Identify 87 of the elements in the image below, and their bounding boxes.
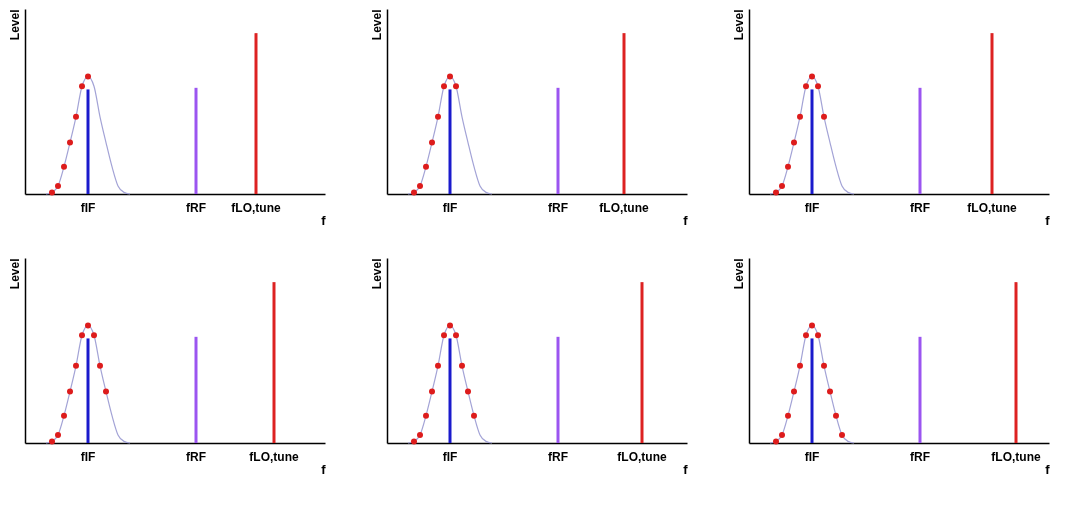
point <box>785 412 791 419</box>
point <box>809 73 815 80</box>
x-tick-label: fLO,tune <box>967 200 1017 215</box>
x-tick-label: fIF <box>80 200 96 215</box>
point <box>779 431 785 438</box>
point <box>773 438 779 445</box>
x-tick-label: fLO,tune <box>249 449 299 464</box>
x-axis-title: f <box>321 461 327 477</box>
point <box>49 438 55 445</box>
point <box>55 431 61 438</box>
y-axis-title: Level <box>369 258 384 290</box>
point <box>453 332 459 339</box>
point <box>803 83 809 90</box>
point <box>833 412 839 419</box>
point <box>435 113 441 120</box>
x-axis-title: f <box>321 212 327 228</box>
point <box>417 182 423 189</box>
y-axis-title: Level <box>731 9 746 41</box>
y-axis-title: Level <box>7 258 22 290</box>
x-tick-label: fIF <box>442 449 458 464</box>
x-tick-label: fIF <box>80 449 96 464</box>
x-tick-label: fIF <box>442 200 458 215</box>
point <box>91 332 97 339</box>
x-tick-label: fRF <box>548 200 568 215</box>
point <box>429 139 435 146</box>
point <box>73 362 79 369</box>
x-axis-title: f <box>683 461 689 477</box>
point <box>85 73 91 80</box>
y-axis-title: Level <box>7 9 22 41</box>
x-tick-label: fIF <box>804 449 820 464</box>
point <box>55 182 61 189</box>
x-tick-label: fLO,tune <box>991 449 1041 464</box>
point <box>797 362 803 369</box>
y-axis-title: Level <box>731 258 746 290</box>
x-tick-label: fLO,tune <box>231 200 281 215</box>
point <box>797 113 803 120</box>
point <box>779 182 785 189</box>
point <box>61 163 67 170</box>
x-axis-title: f <box>1045 461 1051 477</box>
point <box>827 388 833 395</box>
point <box>67 388 73 395</box>
point <box>411 438 417 445</box>
point <box>459 362 465 369</box>
point <box>103 388 109 395</box>
point <box>447 73 453 80</box>
point <box>785 163 791 170</box>
point <box>61 412 67 419</box>
x-axis-title: f <box>683 212 689 228</box>
point <box>79 83 85 90</box>
point <box>441 332 447 339</box>
x-tick-label: fRF <box>910 200 930 215</box>
point <box>815 83 821 90</box>
point <box>423 163 429 170</box>
point <box>441 83 447 90</box>
point <box>839 431 845 438</box>
x-axis-title: f <box>1045 212 1051 228</box>
point <box>423 412 429 419</box>
point <box>417 431 423 438</box>
x-tick-label: fRF <box>910 449 930 464</box>
point <box>821 362 827 369</box>
point <box>791 139 797 146</box>
point <box>821 113 827 120</box>
y-axis-title: Level <box>369 9 384 41</box>
point <box>435 362 441 369</box>
x-tick-label: fLO,tune <box>617 449 667 464</box>
x-tick-label: fIF <box>804 200 820 215</box>
point <box>73 113 79 120</box>
point <box>815 332 821 339</box>
point <box>429 388 435 395</box>
point <box>453 83 459 90</box>
x-tick-label: fRF <box>186 200 206 215</box>
x-tick-label: fRF <box>548 449 568 464</box>
point <box>49 189 55 196</box>
point <box>471 412 477 419</box>
point <box>79 332 85 339</box>
point <box>809 322 815 329</box>
point <box>465 388 471 395</box>
point <box>791 388 797 395</box>
point <box>803 332 809 339</box>
x-tick-label: fLO,tune <box>599 200 649 215</box>
point <box>773 189 779 196</box>
point <box>67 139 73 146</box>
point <box>85 322 91 329</box>
point <box>447 322 453 329</box>
point <box>97 362 103 369</box>
point <box>411 189 417 196</box>
x-tick-label: fRF <box>186 449 206 464</box>
